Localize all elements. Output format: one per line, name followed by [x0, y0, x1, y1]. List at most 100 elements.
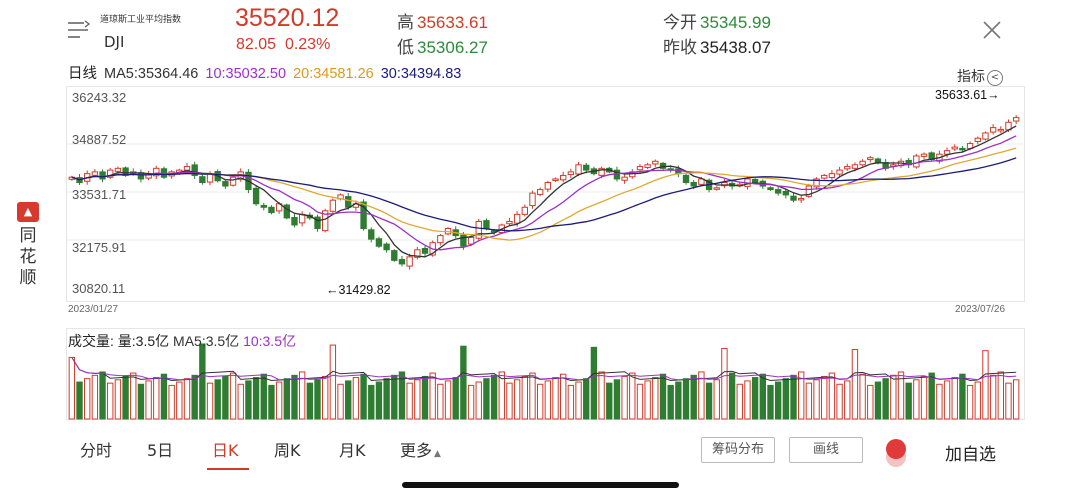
volume-bar [851, 349, 859, 420]
candle [107, 169, 114, 178]
candle [560, 174, 567, 181]
y-tick-label: 36243.32 [72, 90, 127, 105]
volume-ma5: MA5:3.5亿 [173, 333, 240, 349]
candle [989, 127, 997, 133]
candle [506, 220, 513, 225]
volume-bar [1012, 379, 1020, 420]
volume-value: 量:3.5亿 [117, 333, 170, 349]
ma10-value: 10:35032.50 [205, 66, 287, 82]
candle [513, 213, 521, 224]
add-to-watchlist-button[interactable]: 加自选 [945, 445, 996, 465]
close-icon[interactable] [980, 18, 1004, 42]
volume-bar [966, 384, 974, 420]
candle [475, 220, 482, 239]
indicator-button[interactable]: 指标 < [957, 66, 1003, 86]
volume-bar [322, 375, 329, 420]
ma5-line [71, 125, 1017, 258]
y-tick-label: 34887.52 [72, 132, 127, 147]
candle [652, 160, 659, 165]
volume-bar [790, 374, 797, 420]
open-value: 35345.99 [700, 13, 771, 32]
tab-5day[interactable]: 5日 [147, 441, 174, 460]
candle [821, 174, 828, 179]
volume-bar [598, 371, 605, 420]
ma30-line [71, 157, 1017, 232]
high-stat: 高 35633.61 [397, 8, 488, 33]
candle [483, 220, 490, 230]
chips-distribution-button[interactable]: 筹码分布 [701, 437, 775, 463]
y-tick-label: 32175.91 [72, 240, 127, 255]
candle [421, 247, 429, 254]
volume-bar [659, 373, 667, 420]
record-dot-icon[interactable] [884, 437, 908, 467]
volume-bar [951, 377, 958, 420]
volume-bar [429, 372, 436, 420]
volume-bar [821, 375, 828, 420]
candle [774, 189, 782, 194]
volume-bar [421, 375, 429, 420]
candle [567, 171, 575, 176]
volume-bar [798, 371, 805, 420]
volume-bar [222, 375, 229, 420]
period-label: 日线 [68, 66, 97, 82]
tab-daily-k[interactable]: 日K [212, 441, 239, 460]
candle [229, 176, 237, 186]
candle [375, 238, 383, 247]
draw-line-button[interactable]: 画线 [789, 437, 863, 463]
candle [529, 192, 536, 207]
brand-char-3: 顺 [19, 268, 37, 288]
candle [636, 166, 644, 171]
tab-monthly-k[interactable]: 月K [339, 441, 366, 460]
candle [982, 132, 989, 140]
volume-bar [690, 374, 697, 420]
volume-bar [168, 384, 175, 420]
volume-bar [974, 381, 981, 420]
candle [867, 157, 874, 161]
volume-bar [68, 356, 76, 420]
tab-more[interactable]: 更多 ▲ [400, 437, 441, 461]
volume-bar [145, 380, 152, 420]
volume-bar [107, 382, 114, 420]
volume-bar [836, 383, 843, 420]
candle [836, 169, 843, 175]
volume-legend: 成交量: 量:3.5亿 MA5:3.5亿 10:3.5亿 [68, 331, 296, 351]
volume-bar [483, 378, 490, 420]
volume-bar [675, 381, 682, 420]
brand-badge[interactable]: ▲ 同 花 顺 [0, 198, 56, 298]
candle [959, 147, 966, 151]
volume-bar [490, 374, 498, 420]
change-value: 82.05 [236, 36, 277, 53]
candlestick-chart[interactable] [66, 86, 1026, 302]
volume-bar [744, 380, 751, 420]
volume-bar [920, 375, 928, 420]
volume-bar [291, 374, 298, 420]
ma5-value: MA5:35364.46 [104, 66, 199, 82]
volume-bar [874, 381, 882, 420]
candle [682, 174, 690, 184]
candle [621, 176, 628, 181]
candle [345, 196, 352, 208]
candle [398, 259, 406, 265]
tab-weekly-k[interactable]: 周K [274, 441, 301, 460]
candle [521, 206, 528, 215]
change-percent: 0.23% [284, 36, 331, 53]
more-label: 更多 [400, 441, 433, 460]
low-stat: 低 35306.27 [397, 33, 488, 58]
tab-intraday[interactable]: 分时 [80, 441, 113, 460]
volume-chart[interactable] [66, 328, 1026, 420]
volume-bar [828, 372, 836, 420]
volume-bar [728, 372, 736, 420]
volume-bar [114, 379, 122, 420]
menu-icon[interactable] [66, 18, 92, 42]
volume-bar [736, 383, 743, 420]
candle [859, 160, 866, 166]
volume-bar [260, 373, 267, 420]
volume-bar [652, 377, 659, 420]
open-stat: 今开 35345.99 [663, 8, 771, 33]
volume-bar [345, 380, 352, 420]
volume-bar [774, 381, 782, 420]
prev-close-value: 35438.07 [700, 38, 771, 57]
volume-bar [452, 377, 459, 420]
candle [751, 178, 759, 184]
high-annotation: 35633.61→ [935, 88, 1000, 102]
